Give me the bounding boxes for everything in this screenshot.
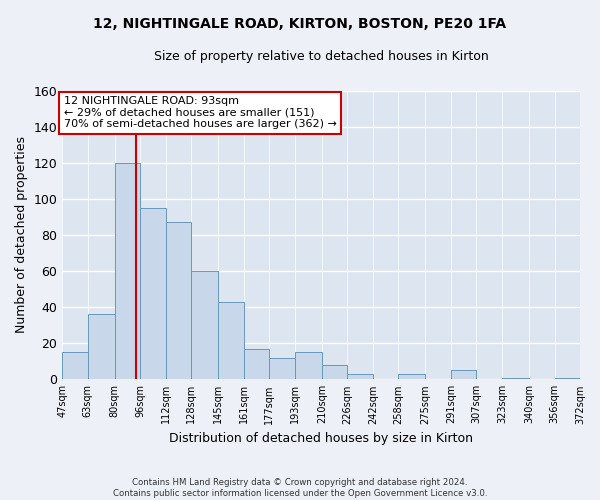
X-axis label: Distribution of detached houses by size in Kirton: Distribution of detached houses by size … (169, 432, 473, 445)
Bar (347, 374, 373, 380)
Text: Contains HM Land Registry data © Crown copyright and database right 2024.
Contai: Contains HM Land Registry data © Crown c… (113, 478, 487, 498)
Bar (269, 358, 295, 380)
Bar (115, 162, 140, 380)
Bar (191, 271, 218, 380)
Bar (62, 352, 88, 380)
Bar (502, 378, 529, 380)
Bar (166, 222, 191, 380)
Bar (295, 352, 322, 380)
Bar (451, 370, 476, 380)
Bar (218, 302, 244, 380)
Bar (554, 378, 580, 380)
Bar (398, 374, 425, 380)
Y-axis label: Number of detached properties: Number of detached properties (15, 136, 28, 334)
Title: Size of property relative to detached houses in Kirton: Size of property relative to detached ho… (154, 50, 488, 63)
Bar (244, 348, 269, 380)
Bar (88, 314, 115, 380)
Text: 12, NIGHTINGALE ROAD, KIRTON, BOSTON, PE20 1FA: 12, NIGHTINGALE ROAD, KIRTON, BOSTON, PE… (94, 18, 506, 32)
Text: 12 NIGHTINGALE ROAD: 93sqm
← 29% of detached houses are smaller (151)
70% of sem: 12 NIGHTINGALE ROAD: 93sqm ← 29% of deta… (64, 96, 337, 129)
Bar (140, 208, 166, 380)
Bar (322, 365, 347, 380)
